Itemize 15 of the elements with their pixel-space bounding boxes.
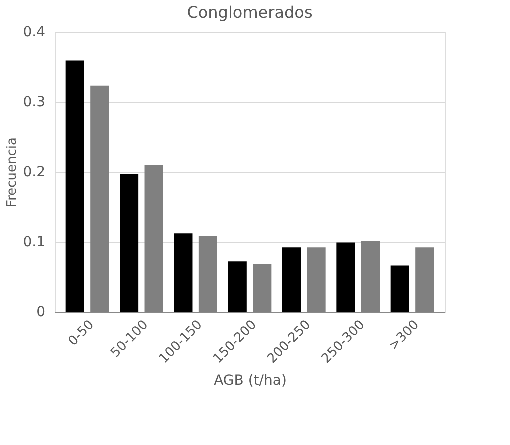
y-tick-label: 0.1 (23, 234, 46, 250)
bar (66, 60, 84, 312)
y-tick-label: 0.2 (23, 164, 46, 180)
y-axis-title: Frecuencia (5, 138, 20, 208)
bar (336, 242, 356, 312)
x-axis-title: AGB (t/ha) (214, 373, 287, 390)
bar (120, 174, 139, 312)
bar (390, 266, 410, 312)
y-tick-label: 0 (36, 304, 46, 320)
y-tick-label: 0.3 (23, 94, 46, 110)
bar (282, 248, 302, 312)
bar (228, 262, 247, 312)
y-tick-label: 0.4 (23, 24, 46, 40)
chart-title: Conglomerados (187, 3, 313, 22)
bar (174, 234, 193, 312)
